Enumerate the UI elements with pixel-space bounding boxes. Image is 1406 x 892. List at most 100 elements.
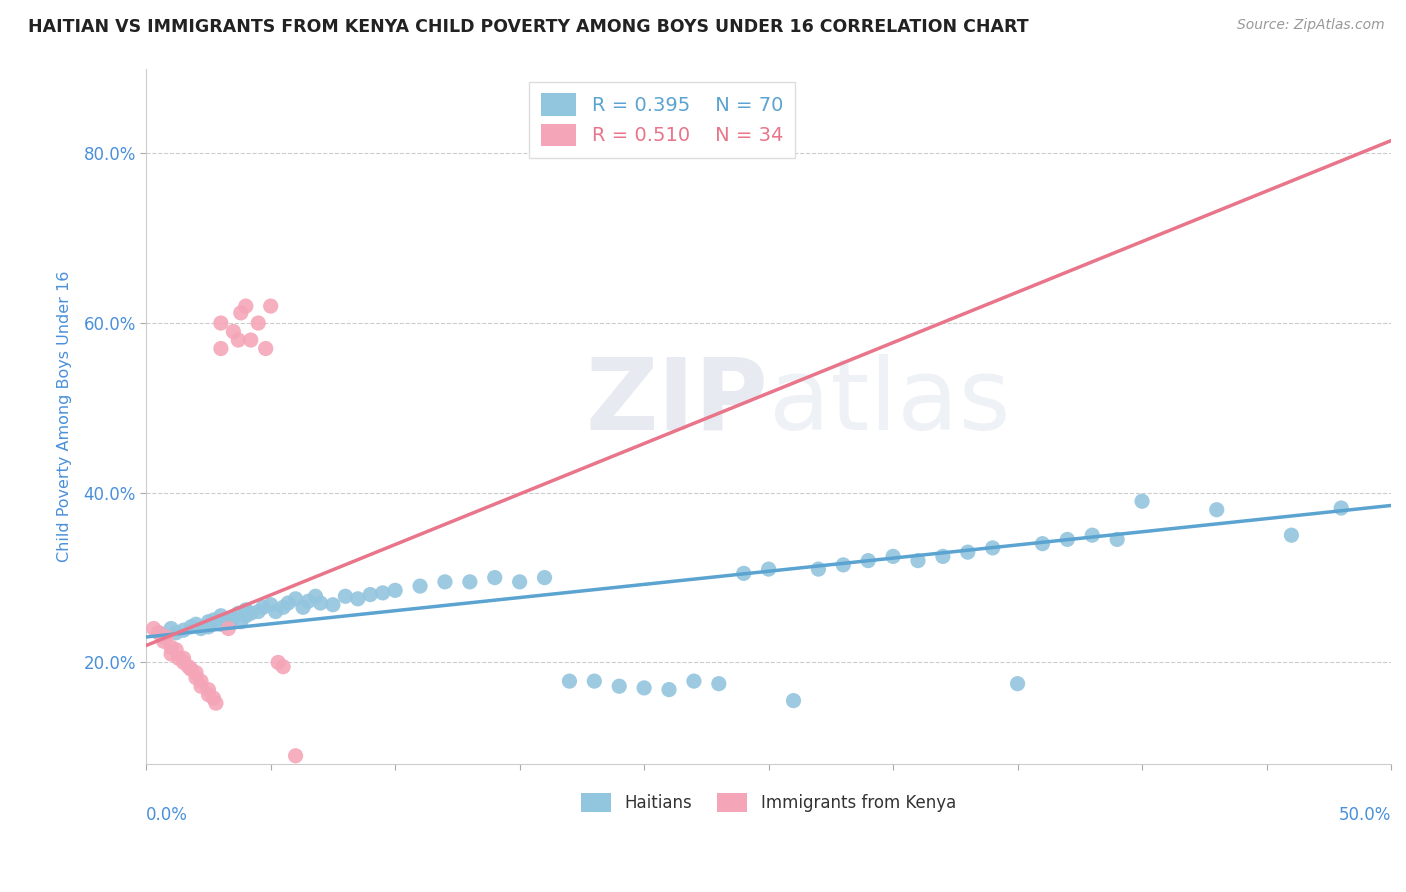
Point: [1130, 494, 1153, 508]
Point: [152, 630, 174, 644]
Point: [197, 620, 219, 634]
Point: [239, 333, 262, 347]
Point: [165, 625, 187, 640]
Point: [190, 674, 212, 689]
Point: [142, 622, 165, 636]
Point: [209, 608, 232, 623]
Point: [335, 589, 357, 603]
Point: [180, 620, 202, 634]
Point: [733, 566, 755, 581]
Point: [633, 681, 655, 695]
Point: [148, 625, 170, 640]
Point: [205, 696, 228, 710]
Point: [856, 554, 879, 568]
Point: [1205, 502, 1227, 516]
Point: [277, 596, 299, 610]
Point: [184, 617, 207, 632]
Point: [235, 608, 257, 623]
Point: [346, 591, 368, 606]
Point: [160, 622, 183, 636]
Point: [215, 613, 238, 627]
Point: [409, 579, 432, 593]
Point: [254, 342, 277, 356]
Point: [260, 299, 283, 313]
Point: [209, 342, 232, 356]
Point: [173, 624, 195, 638]
Point: [235, 299, 257, 313]
Text: HAITIAN VS IMMIGRANTS FROM KENYA CHILD POVERTY AMONG BOYS UNDER 16 CORRELATION C: HAITIAN VS IMMIGRANTS FROM KENYA CHILD P…: [28, 18, 1029, 36]
Point: [202, 691, 225, 706]
Point: [209, 316, 232, 330]
Point: [658, 682, 681, 697]
Point: [297, 594, 319, 608]
Point: [190, 679, 212, 693]
Point: [956, 545, 979, 559]
Point: [217, 622, 239, 636]
Point: [165, 642, 187, 657]
Point: [173, 656, 195, 670]
Point: [197, 688, 219, 702]
Point: [683, 674, 706, 689]
Point: [558, 674, 581, 689]
Point: [247, 316, 270, 330]
Text: Source: ZipAtlas.com: Source: ZipAtlas.com: [1237, 18, 1385, 32]
Point: [1107, 533, 1129, 547]
Point: [184, 665, 207, 680]
Point: [1281, 528, 1303, 542]
Point: [533, 571, 555, 585]
Point: [190, 622, 212, 636]
Text: atlas: atlas: [769, 354, 1011, 451]
Point: [260, 598, 283, 612]
Point: [167, 651, 190, 665]
Point: [758, 562, 780, 576]
Y-axis label: Child Poverty Among Boys Under 16: Child Poverty Among Boys Under 16: [58, 270, 72, 562]
Point: [782, 693, 804, 707]
Point: [173, 651, 195, 665]
Point: [155, 630, 177, 644]
Point: [907, 554, 929, 568]
Point: [271, 600, 294, 615]
Point: [267, 656, 290, 670]
Legend: Haitians, Immigrants from Kenya: Haitians, Immigrants from Kenya: [575, 786, 963, 819]
Text: 50.0%: 50.0%: [1339, 806, 1391, 824]
Point: [458, 574, 481, 589]
Point: [322, 598, 344, 612]
Point: [197, 615, 219, 629]
Point: [309, 596, 332, 610]
Text: ZIP: ZIP: [586, 354, 769, 451]
Point: [832, 558, 855, 572]
Point: [707, 676, 730, 690]
Point: [180, 662, 202, 676]
Point: [202, 613, 225, 627]
Point: [197, 682, 219, 697]
Point: [264, 605, 287, 619]
Point: [1056, 533, 1078, 547]
Point: [239, 606, 262, 620]
Point: [384, 583, 406, 598]
Point: [160, 640, 183, 655]
Point: [484, 571, 506, 585]
Point: [229, 615, 252, 629]
Point: [583, 674, 606, 689]
Point: [807, 562, 830, 576]
Point: [184, 671, 207, 685]
Point: [932, 549, 955, 564]
Point: [228, 606, 250, 620]
Point: [1031, 536, 1053, 550]
Point: [292, 600, 315, 615]
Point: [222, 325, 245, 339]
Point: [148, 625, 170, 640]
Point: [1330, 501, 1353, 516]
Point: [1081, 528, 1104, 542]
Point: [209, 617, 232, 632]
Point: [433, 574, 456, 589]
Point: [284, 591, 307, 606]
Point: [981, 541, 1004, 555]
Point: [371, 586, 394, 600]
Point: [284, 748, 307, 763]
Point: [1007, 676, 1029, 690]
Point: [359, 588, 381, 602]
Point: [304, 589, 326, 603]
Point: [607, 679, 630, 693]
Point: [252, 600, 274, 615]
